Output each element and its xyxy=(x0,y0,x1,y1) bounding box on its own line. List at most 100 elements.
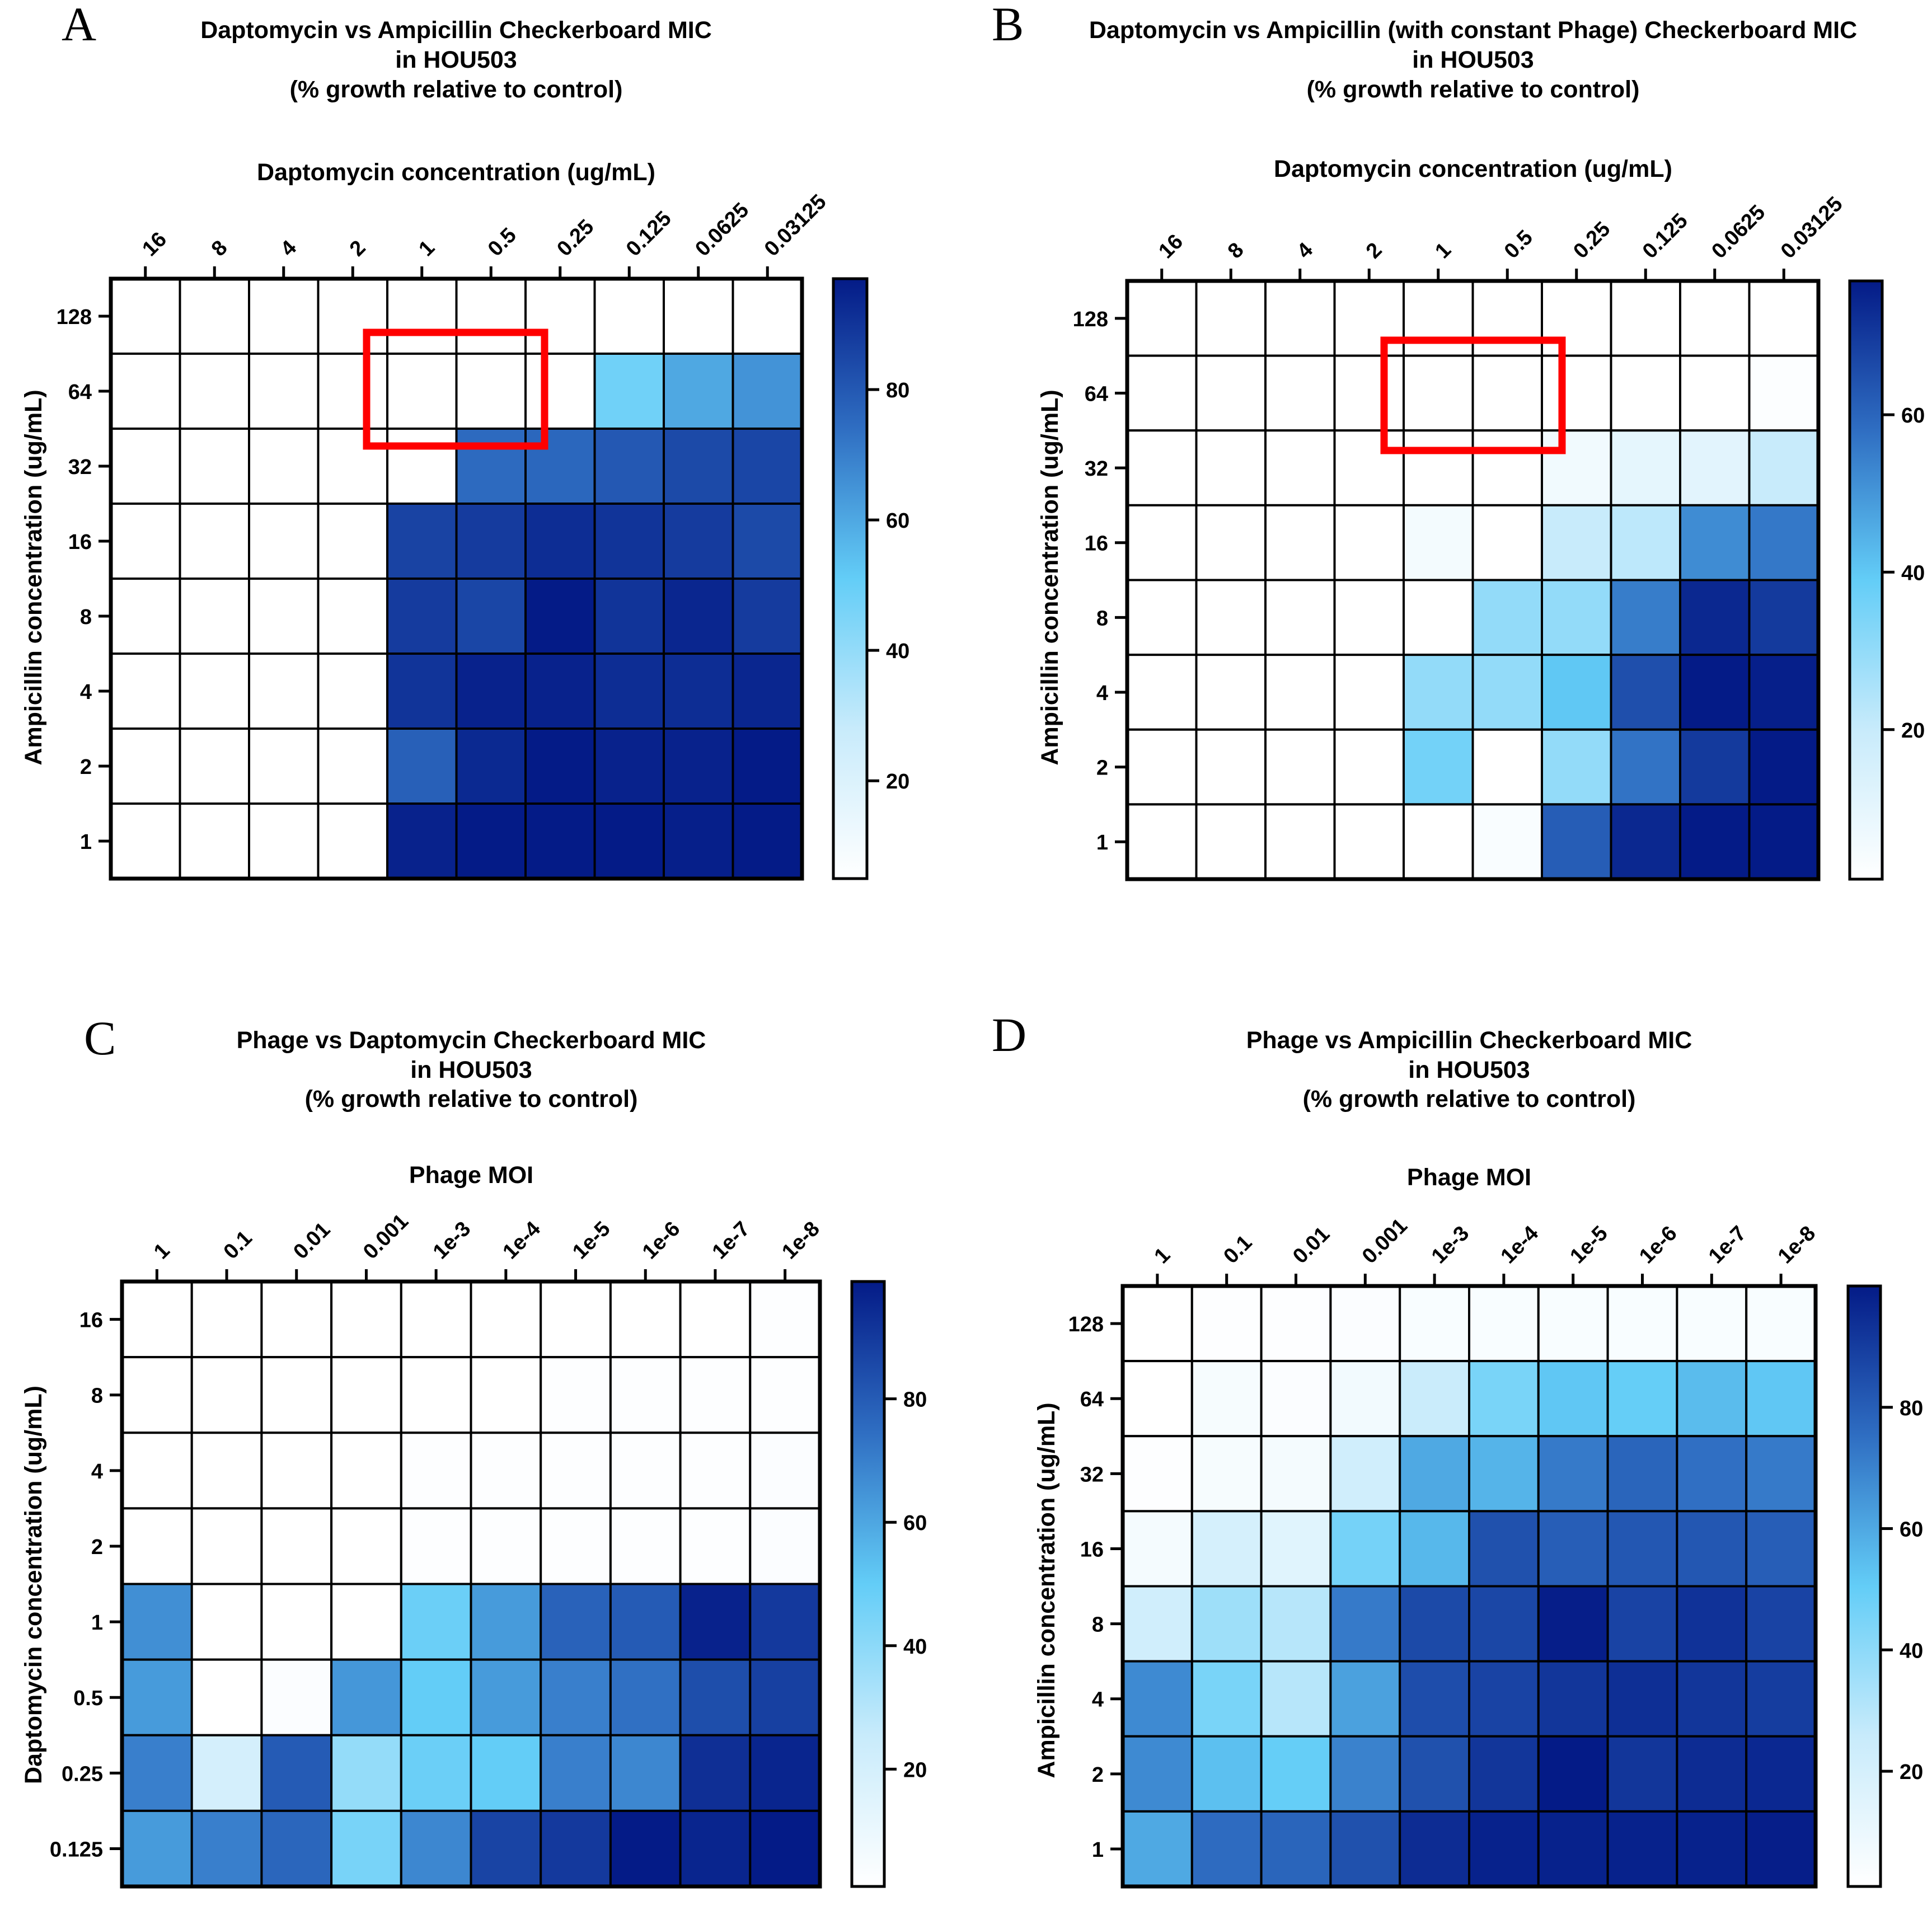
panel-c-cell-r7-c5 xyxy=(470,1809,542,1888)
panel-d-cell-r3-c2 xyxy=(1260,1510,1332,1588)
panel-d-cell-r2-c4 xyxy=(1399,1435,1470,1513)
panel-b-cell-r7-c7 xyxy=(1610,803,1681,880)
panel-c-cell-r2-c5 xyxy=(470,1431,542,1510)
panel-a-cell-r6-c4 xyxy=(386,727,458,805)
panel-d-cell-r5-c4 xyxy=(1399,1660,1470,1738)
panel-c-y-tick-label: 0.25 xyxy=(62,1762,103,1786)
panel-a-x-tick-label: 8 xyxy=(207,236,232,261)
panel-b-cell-r2-c7 xyxy=(1610,429,1681,506)
panel-d-y-tick-label: 2 xyxy=(1092,1763,1104,1787)
panel-d-y-tick-label: 128 xyxy=(1068,1313,1104,1336)
panel-d-cell-r7-c9 xyxy=(1745,1810,1817,1888)
panel-a-cell-r3-c0 xyxy=(110,503,181,580)
panel-c-cell-r7-c3 xyxy=(330,1809,402,1888)
panel-a-cell-r7-c7 xyxy=(593,802,665,880)
panel-d-cell-r5-c5 xyxy=(1468,1660,1540,1738)
panel-a-y-tick-label: 128 xyxy=(57,306,92,329)
panel-d-y-tick-label: 4 xyxy=(1092,1688,1104,1712)
panel-d-cell-r3-c8 xyxy=(1676,1510,1748,1588)
panel-c-y-tick-label: 16 xyxy=(79,1309,103,1332)
panel-b-cell-r4-c6 xyxy=(1541,579,1612,656)
panel-a-cell-r3-c5 xyxy=(455,503,527,580)
panel-b-cell-r4-c9 xyxy=(1748,579,1820,656)
panel-c-x-tick-label: 0.1 xyxy=(219,1226,257,1264)
panel-d-x-tick-label: 1e-8 xyxy=(1774,1222,1820,1268)
panel-c-heatmap: 1 0.1 0.01 0.001 1e-3 1e-4 1e-5 1e-6 1e-7 1e-8 16 8… xyxy=(50,1209,824,1889)
panel-c-cell-r6-c0 xyxy=(121,1734,193,1812)
panel-a-cell-r7-c6 xyxy=(524,802,596,880)
panel-c-cell-r1-c9 xyxy=(749,1356,822,1434)
panel-d-colorbar: 20 40 60 80 xyxy=(1846,1284,1923,1888)
panel-b-colorbar-tick-label: 20 xyxy=(1901,719,1925,743)
panel-b-x-tick-label: 0.25 xyxy=(1569,217,1615,263)
panel-b-colorbar-tick-label: 40 xyxy=(1901,561,1925,585)
panel-c-cell-r7-c8 xyxy=(679,1809,752,1888)
panel-b-cell-r5-c4 xyxy=(1403,654,1474,731)
panel-d-cell-r7-c4 xyxy=(1399,1810,1470,1888)
panel-a-cell-r6-c9 xyxy=(731,727,803,805)
panel-b-x-tick-label: 8 xyxy=(1223,238,1249,264)
panel-b-cell-r5-c7 xyxy=(1610,654,1681,731)
panel-d-x-tick-label: 0.001 xyxy=(1358,1214,1412,1268)
panel-a-cell-r0-c3 xyxy=(317,278,388,355)
panel-a-cell-r6-c7 xyxy=(593,727,665,805)
panel-c-cell-r7-c2 xyxy=(260,1809,333,1888)
panel-a-cell-r0-c5 xyxy=(455,278,527,355)
panel-c-title-line-3: (% growth relative to control) xyxy=(305,1086,638,1113)
panel-c-cell-r2-c7 xyxy=(609,1431,682,1510)
panel-b-y-tick-label: 1 xyxy=(1096,831,1108,855)
panel-b-cell-r5-c6 xyxy=(1541,654,1612,731)
panel-d-title-line-2: in HOU503 xyxy=(1408,1057,1530,1083)
panel-a-cell-r2-c3 xyxy=(317,428,388,505)
panel-a-cell-r5-c0 xyxy=(110,653,181,730)
panel-d-cell-r7-c3 xyxy=(1329,1810,1401,1888)
panel-b-cell-r7-c5 xyxy=(1471,803,1543,880)
panel-b-y-axis-title: Ampicillin concentration (ug/mL) xyxy=(1037,389,1063,765)
panel-d-cell-r5-c9 xyxy=(1745,1660,1817,1738)
panel-b-cell-r2-c8 xyxy=(1679,429,1751,506)
panel-d-colorbar-tick-label: 80 xyxy=(1900,1397,1923,1420)
panel-a-cell-r6-c3 xyxy=(317,727,388,805)
panel-c-cell-r3-c2 xyxy=(260,1507,333,1585)
panel-c-cell-r6-c4 xyxy=(400,1734,472,1812)
panel-c-cell-r5-c9 xyxy=(749,1658,822,1736)
panel-d-cell-r6-c7 xyxy=(1606,1735,1678,1813)
panel-d-cell-r7-c5 xyxy=(1468,1810,1540,1888)
panel-c-cell-r0-c9 xyxy=(749,1280,822,1359)
panel-a-colorbar-gradient xyxy=(832,277,869,880)
panel-a-cell-r7-c9 xyxy=(731,802,803,880)
panel-d-cell-r0-c1 xyxy=(1190,1285,1263,1363)
panel-c-cell-r1-c7 xyxy=(609,1356,682,1434)
panel-d-x-tick-label: 1e-7 xyxy=(1704,1222,1751,1268)
panel-d-cell-r4-c8 xyxy=(1676,1585,1748,1663)
panel-b-cell-r3-c6 xyxy=(1541,504,1612,581)
panel-d-cell-r6-c4 xyxy=(1399,1735,1470,1813)
panel-a-cell-r1-c9 xyxy=(731,353,803,430)
panel-a-cell-r4-c3 xyxy=(317,578,388,655)
panel-b-cell-r4-c7 xyxy=(1610,579,1681,656)
panel-b-cell-r3-c5 xyxy=(1471,504,1543,581)
panel-d-cell-r4-c6 xyxy=(1537,1585,1609,1663)
panel-a-x-tick-label: 0.03125 xyxy=(760,190,831,261)
panel-c-cell-r5-c6 xyxy=(540,1658,612,1736)
panel-c-cell-r5-c5 xyxy=(470,1658,542,1736)
panel-b-cell-r4-c0 xyxy=(1126,579,1198,656)
panel-c-title-line-1: Phage vs Daptomycin Checkerboard MIC xyxy=(237,1027,706,1054)
panel-d-cell-r4-c7 xyxy=(1606,1585,1678,1663)
panel-a-x-tick-label: 2 xyxy=(345,236,371,261)
panel-b-y-tick-label: 128 xyxy=(1073,308,1108,331)
panel-c-cell-r2-c8 xyxy=(679,1431,752,1510)
panel-a-cell-r0-c2 xyxy=(248,278,320,355)
panel-b-x-tick-label: 4 xyxy=(1292,238,1317,264)
panel-a-x-tick-label: 0.5 xyxy=(484,223,521,261)
panel-a-cell-r6-c0 xyxy=(110,727,181,805)
panel-d-y-tick-label: 16 xyxy=(1080,1538,1104,1561)
panel-c-cell-r5-c2 xyxy=(260,1658,333,1736)
panel-a-cell-r3-c1 xyxy=(179,503,250,580)
panel-a-cell-r2-c6 xyxy=(524,428,596,505)
panel-b-title-line-1: Daptomycin vs Ampicillin (with constant … xyxy=(1089,17,1857,44)
panel-a-cell-r7-c2 xyxy=(248,802,320,880)
panel-c-y-tick-label: 1 xyxy=(91,1611,103,1635)
panel-a-cell-r6-c2 xyxy=(248,727,320,805)
panel-d-cell-r0-c3 xyxy=(1329,1285,1401,1363)
